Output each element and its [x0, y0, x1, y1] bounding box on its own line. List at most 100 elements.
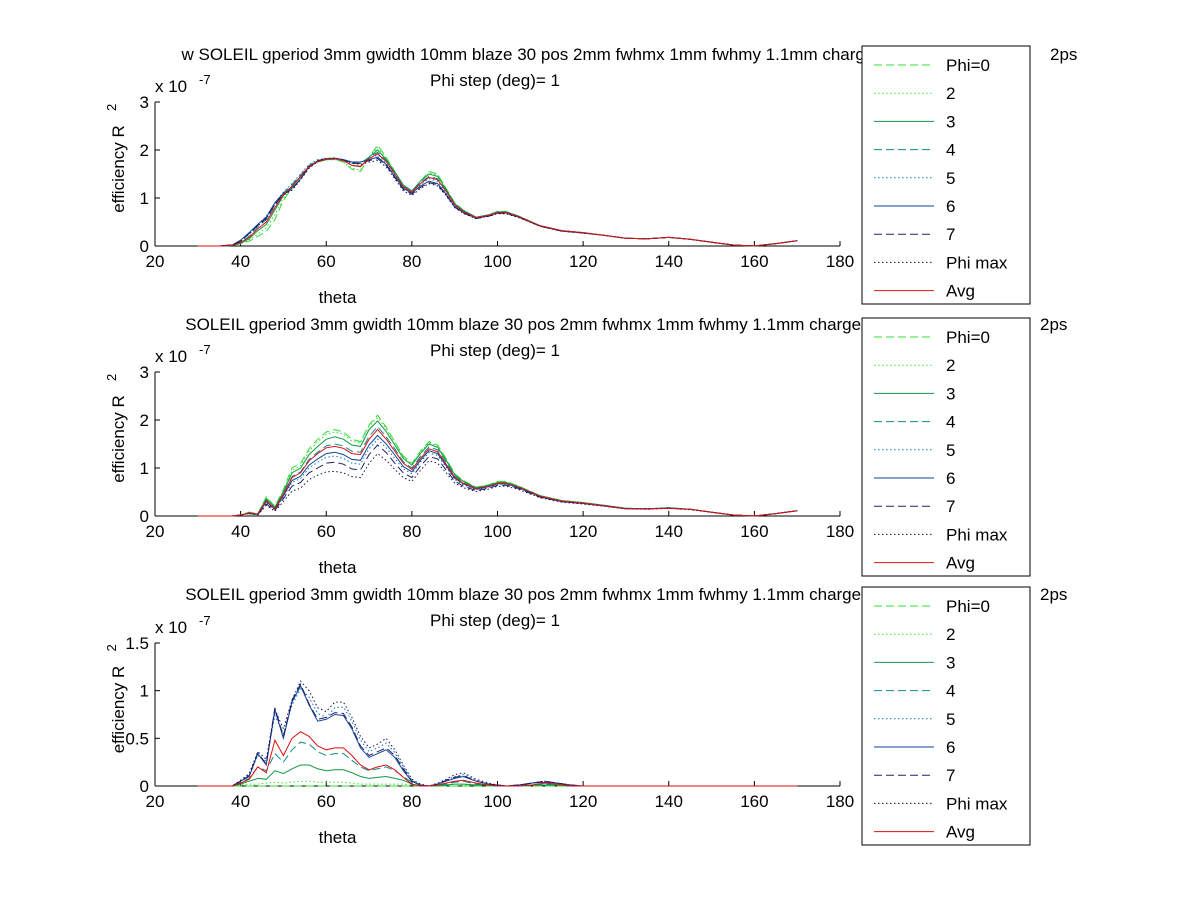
series-line-3: [197, 149, 798, 247]
y-tick-label: 2: [140, 141, 149, 160]
legend-entry: 3: [946, 112, 955, 131]
x-tick-label: 20: [146, 792, 165, 811]
chart-title-tail: 2ps: [1040, 315, 1067, 334]
y-axis-label-text: efficiency R: [109, 125, 128, 213]
legend-entry: 2: [946, 84, 955, 103]
x-tick-label: 160: [740, 522, 768, 541]
y-axis-label-text: efficiency R: [109, 666, 128, 754]
legend-entry: Phi max: [946, 253, 1008, 272]
exponent-label: x 10: [155, 618, 187, 637]
x-tick-label: 100: [483, 522, 511, 541]
chart-panel-2: SOLEIL gperiod 3mm gwidth 10mm blaze 30 …: [104, 315, 1067, 577]
series-line-6: [197, 434, 798, 517]
legend-entry: 6: [946, 738, 955, 757]
x-tick-label: 40: [231, 792, 250, 811]
x-axis-label: theta: [319, 828, 357, 847]
legend-entry: 7: [946, 497, 955, 516]
y-tick-label: 0: [140, 237, 149, 256]
legend-entry: 2: [946, 625, 955, 644]
x-tick-label: 120: [569, 252, 597, 271]
legend-entry: 4: [946, 141, 955, 160]
chart-title-tail: 2ps: [1050, 45, 1077, 64]
x-tick-label: 80: [402, 792, 421, 811]
legend-entry: Avg: [946, 823, 975, 842]
series-line-7: [197, 158, 798, 247]
y-tick-label: 1.5: [125, 634, 149, 653]
x-tick-label: 40: [231, 252, 250, 271]
x-tick-label: 60: [317, 792, 336, 811]
chart-title-line1: SOLEIL gperiod 3mm gwidth 10mm blaze 30 …: [185, 315, 884, 334]
series-line-1: [197, 144, 798, 247]
x-tick-label: 160: [740, 252, 768, 271]
series-line-9: [197, 153, 798, 247]
y-axis-label-superscript: 2: [104, 644, 119, 651]
legend-entry: 5: [946, 441, 955, 460]
legend-box: [861, 586, 1031, 846]
exponent-label: x 10: [155, 77, 187, 96]
x-tick-label: 140: [655, 522, 683, 541]
x-tick-label: 40: [231, 522, 250, 541]
y-tick-label: 0.5: [125, 729, 149, 748]
legend-entry: 3: [946, 384, 955, 403]
series-line-8: [197, 158, 798, 247]
series-line-4: [197, 151, 798, 247]
x-tick-label: 140: [655, 252, 683, 271]
x-tick-label: 60: [317, 522, 336, 541]
legend-entry: 5: [946, 169, 955, 188]
exponent-superscript: -7: [199, 613, 211, 628]
series-line-7: [197, 444, 798, 517]
y-tick-label: 1: [140, 459, 149, 478]
x-tick-label: 160: [740, 792, 768, 811]
y-axis-label-superscript: 2: [104, 374, 119, 381]
series-line-4: [197, 425, 798, 517]
series-line-4: [197, 741, 798, 787]
y-tick-label: 1: [140, 189, 149, 208]
series-line-1: [197, 414, 798, 517]
x-axis-label: theta: [319, 558, 357, 577]
series-line-2: [197, 146, 798, 247]
x-axis-label: theta: [319, 288, 357, 307]
chart-title-line1: SOLEIL gperiod 3mm gwidth 10mm blaze 30 …: [185, 585, 884, 604]
y-tick-label: 0: [140, 507, 149, 526]
legend-entry: 6: [946, 197, 955, 216]
exponent-superscript: -7: [199, 342, 211, 357]
y-axis-label: efficiency R 2: [104, 104, 128, 213]
legend-entry: 4: [946, 413, 955, 432]
chart-panel-3: SOLEIL gperiod 3mm gwidth 10mm blaze 30 …: [104, 585, 1067, 847]
legend-box: [861, 317, 1031, 577]
x-tick-label: 180: [826, 522, 854, 541]
legend-entry: Phi=0: [946, 597, 990, 616]
y-axis-label: efficiency R 2: [104, 644, 128, 753]
y-tick-label: 2: [140, 411, 149, 430]
legend-entry: Avg: [946, 554, 975, 573]
legend: Phi=0 2 3 4 5 6 7 Phi max Avg: [861, 586, 1031, 846]
legend-entry: Avg: [946, 282, 975, 301]
x-tick-label: 20: [146, 522, 165, 541]
chart-title-tail: 2ps: [1040, 585, 1067, 604]
series-line-6: [197, 156, 798, 247]
legend-entry: 6: [946, 469, 955, 488]
legend-entry: 2: [946, 356, 955, 375]
series-line-2: [197, 416, 798, 517]
x-tick-label: 120: [569, 792, 597, 811]
x-tick-label: 100: [483, 792, 511, 811]
legend-entry: Phi max: [946, 525, 1008, 544]
y-tick-label: 3: [140, 93, 149, 112]
legend: Phi=0 2 3 4 5 6 7 Phi max Avg: [861, 317, 1031, 577]
series-line-7: [197, 682, 798, 787]
x-tick-label: 20: [146, 252, 165, 271]
x-tick-label: 120: [569, 522, 597, 541]
y-tick-label: 0: [140, 777, 149, 796]
chart-panel-1: w SOLEIL gperiod 3mm gwidth 10mm blaze 3…: [104, 45, 1077, 307]
exponent-superscript: -7: [199, 72, 211, 87]
chart-title-line2: Phi step (deg)= 1: [430, 611, 560, 630]
x-tick-label: 180: [826, 792, 854, 811]
x-tick-label: 140: [655, 792, 683, 811]
legend: Phi=0 2 3 4 5 6 7 Phi max Avg: [861, 45, 1031, 305]
y-axis-label: efficiency R 2: [104, 374, 128, 483]
legend-entry: 7: [946, 766, 955, 785]
y-axis-label-superscript: 2: [104, 104, 119, 111]
legend-entry: 7: [946, 225, 955, 244]
legend-entry: 5: [946, 710, 955, 729]
chart-title-line2: Phi step (deg)= 1: [430, 341, 560, 360]
